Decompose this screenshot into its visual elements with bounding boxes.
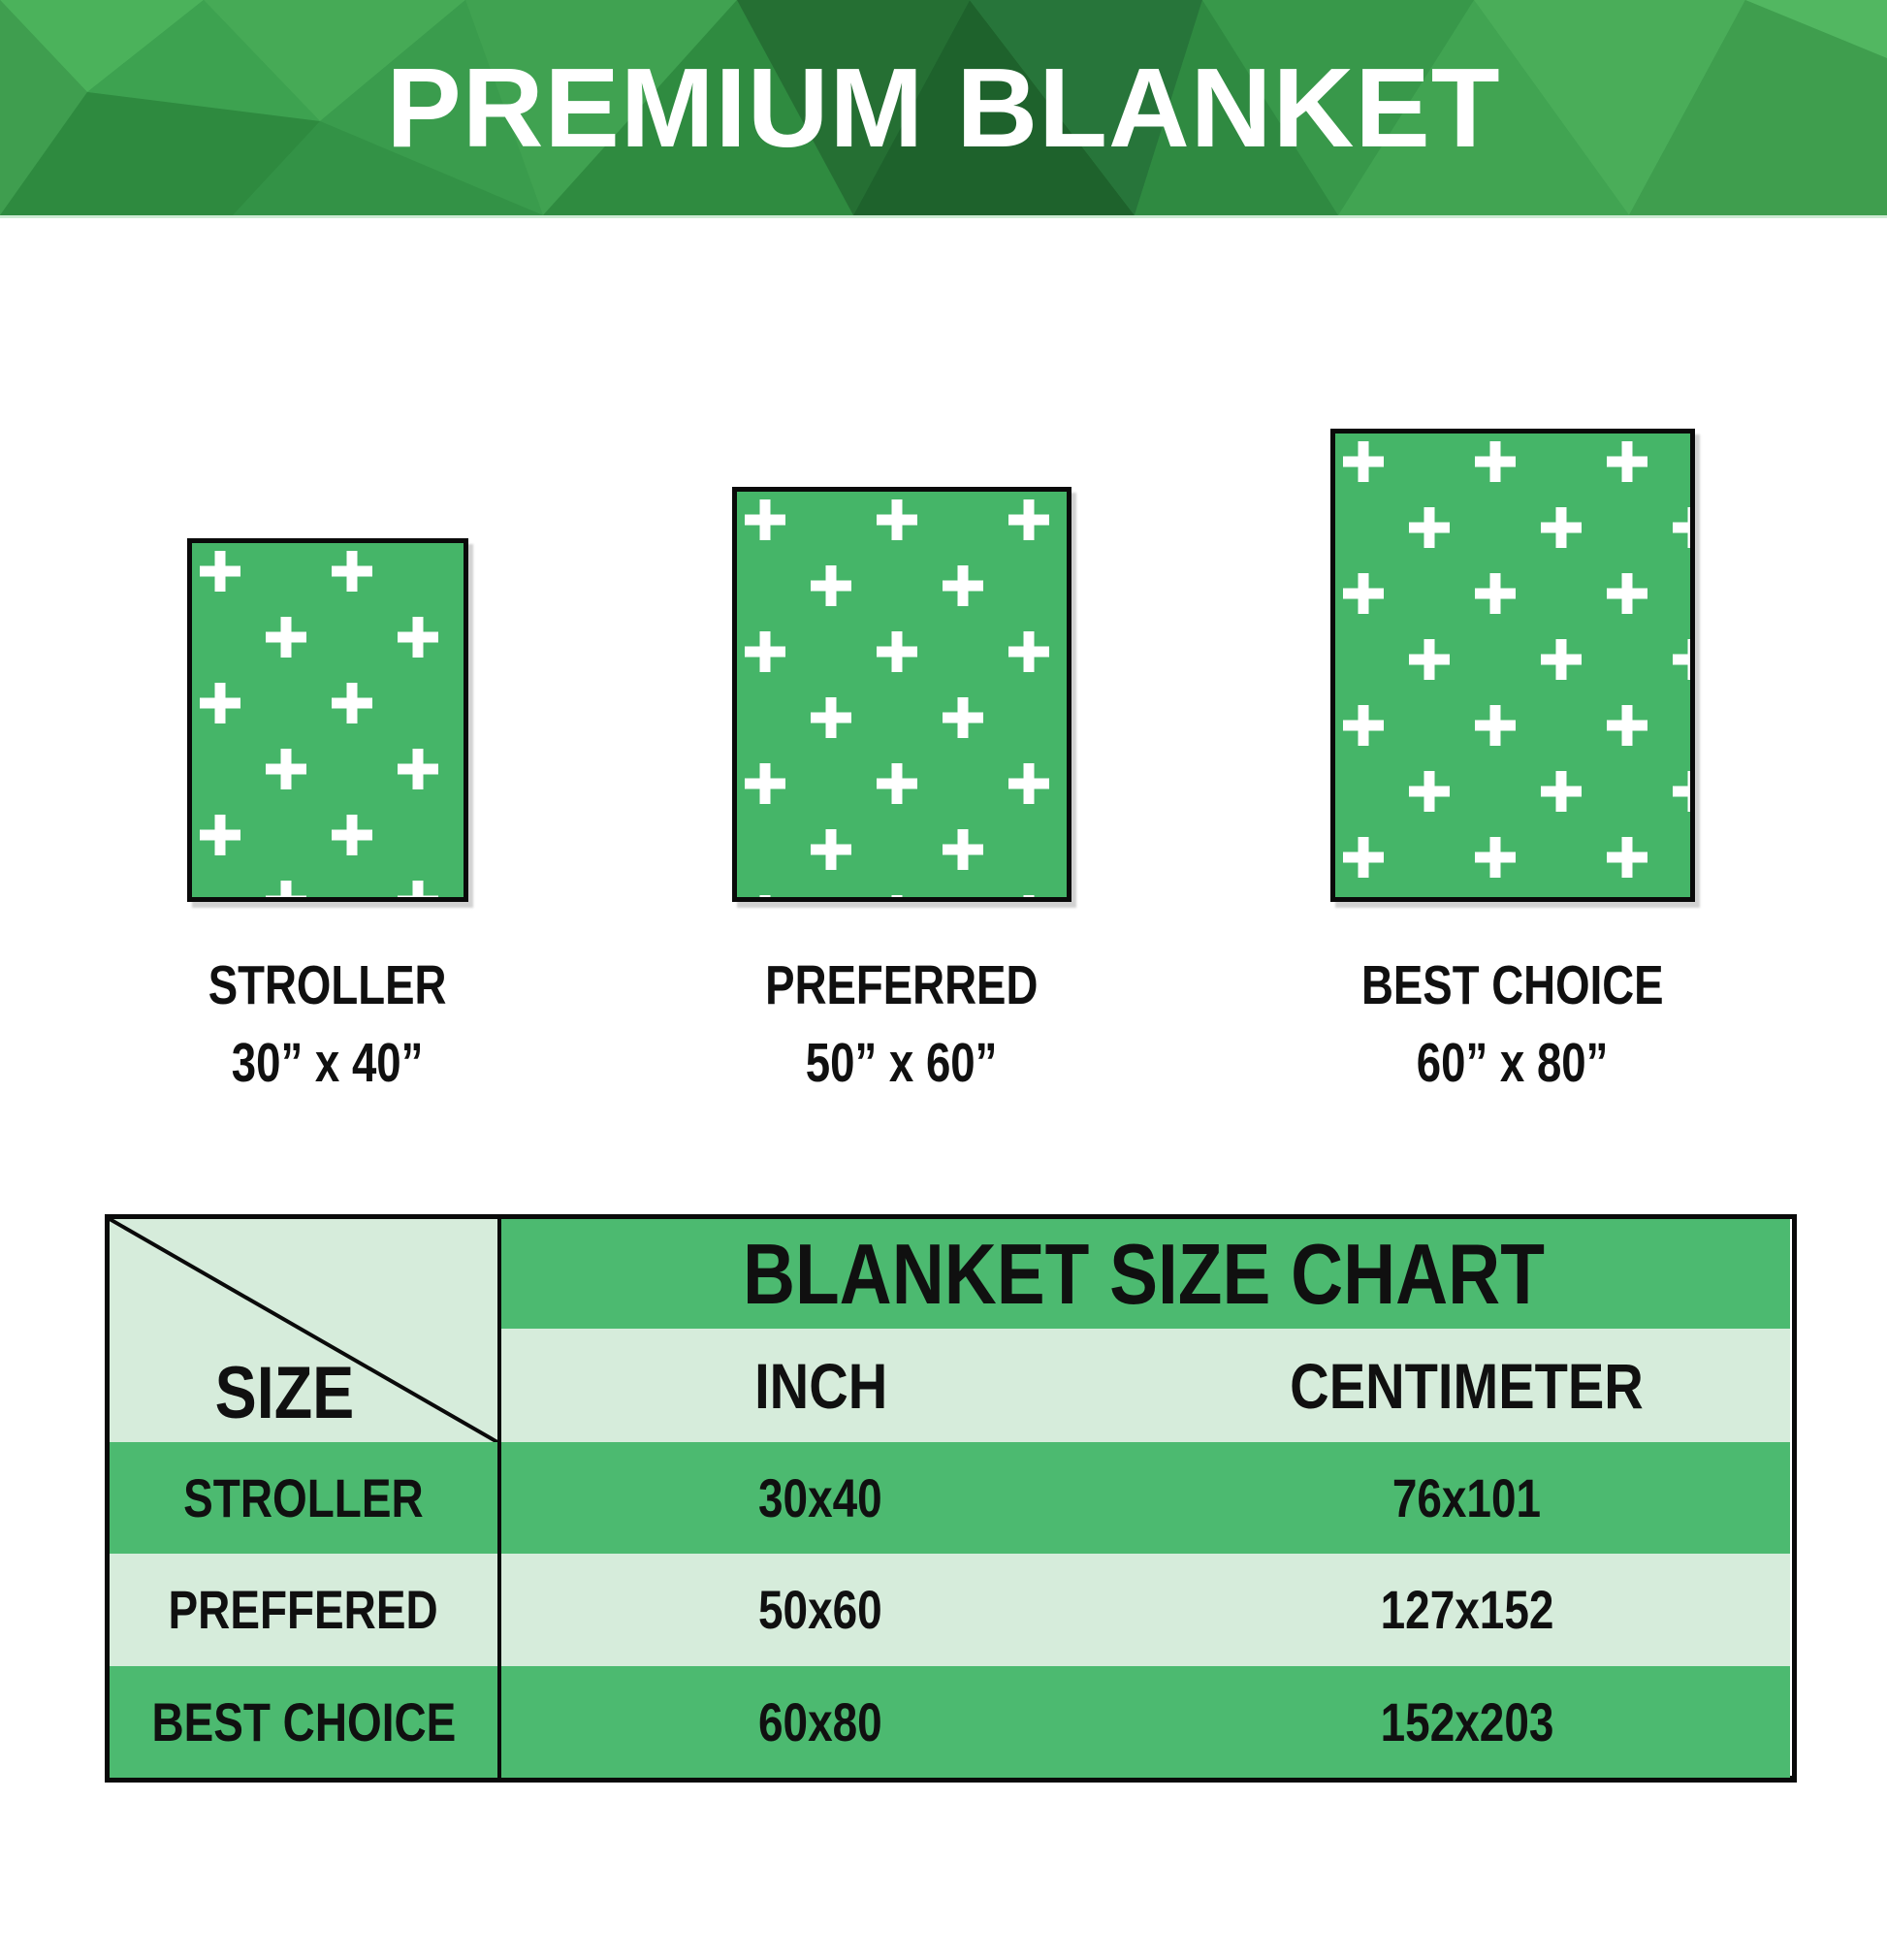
table-title: BLANKET SIZE CHART (743, 1225, 1545, 1322)
table-corner-cell: SIZE (110, 1219, 497, 1442)
row-cm-value: 152x203 (1380, 1690, 1554, 1752)
table-row-stroller: STROLLER 30x40 76x101 (110, 1442, 1790, 1554)
blanket-plus-pattern (1330, 429, 1695, 902)
row-inch-value: 60x80 (758, 1690, 883, 1752)
banner-lowpoly-background (0, 0, 1887, 215)
page-title: PREMIUM BLANKET (386, 45, 1501, 171)
blanket-swatch-stroller (187, 538, 468, 907)
row-inch-value: 30x40 (758, 1466, 883, 1528)
swatch-name-best-choice: BEST CHOICE (1361, 954, 1664, 1016)
corner-diagonal-line (110, 1219, 497, 1442)
table-column-divider (497, 1219, 501, 1778)
blanket-swatch-preferred (732, 487, 1071, 907)
column-header-centimeter: CENTIMETER (1290, 1349, 1645, 1422)
blanket-swatch-best-choice (1330, 429, 1695, 907)
swatch-size-preferred: 50” x 60” (806, 1032, 998, 1094)
row-size-label: BEST CHOICE (151, 1690, 456, 1752)
row-cm-value: 127x152 (1380, 1579, 1554, 1640)
row-size-label: STROLLER (183, 1466, 424, 1528)
table-column-headers: INCH CENTIMETER (497, 1329, 1790, 1442)
swatch-size-best-choice: 60” x 80” (1417, 1032, 1609, 1094)
swatch-name-stroller: STROLLER (208, 954, 447, 1016)
swatch-size-stroller: 30” x 40” (232, 1032, 424, 1094)
column-header-inch: INCH (753, 1349, 887, 1422)
table-title-cell: BLANKET SIZE CHART (497, 1219, 1790, 1329)
blanket-size-chart-table: SIZE BLANKET SIZE CHART INCH CENTIMETER … (105, 1214, 1797, 1783)
table-corner-label: SIZE (214, 1352, 354, 1434)
blanket-plus-pattern (732, 487, 1071, 902)
table-row-best-choice: BEST CHOICE 60x80 152x203 (110, 1666, 1790, 1778)
blanket-plus-pattern (187, 538, 468, 902)
swatch-name-preferred: PREFERRED (765, 954, 1039, 1016)
row-inch-value: 50x60 (758, 1579, 883, 1640)
row-size-label: PREFFERED (168, 1579, 439, 1640)
table-row-preffered: PREFFERED 50x60 127x152 (110, 1554, 1790, 1666)
banner: PREMIUM BLANKET (0, 0, 1887, 218)
row-cm-value: 76x101 (1392, 1466, 1542, 1528)
